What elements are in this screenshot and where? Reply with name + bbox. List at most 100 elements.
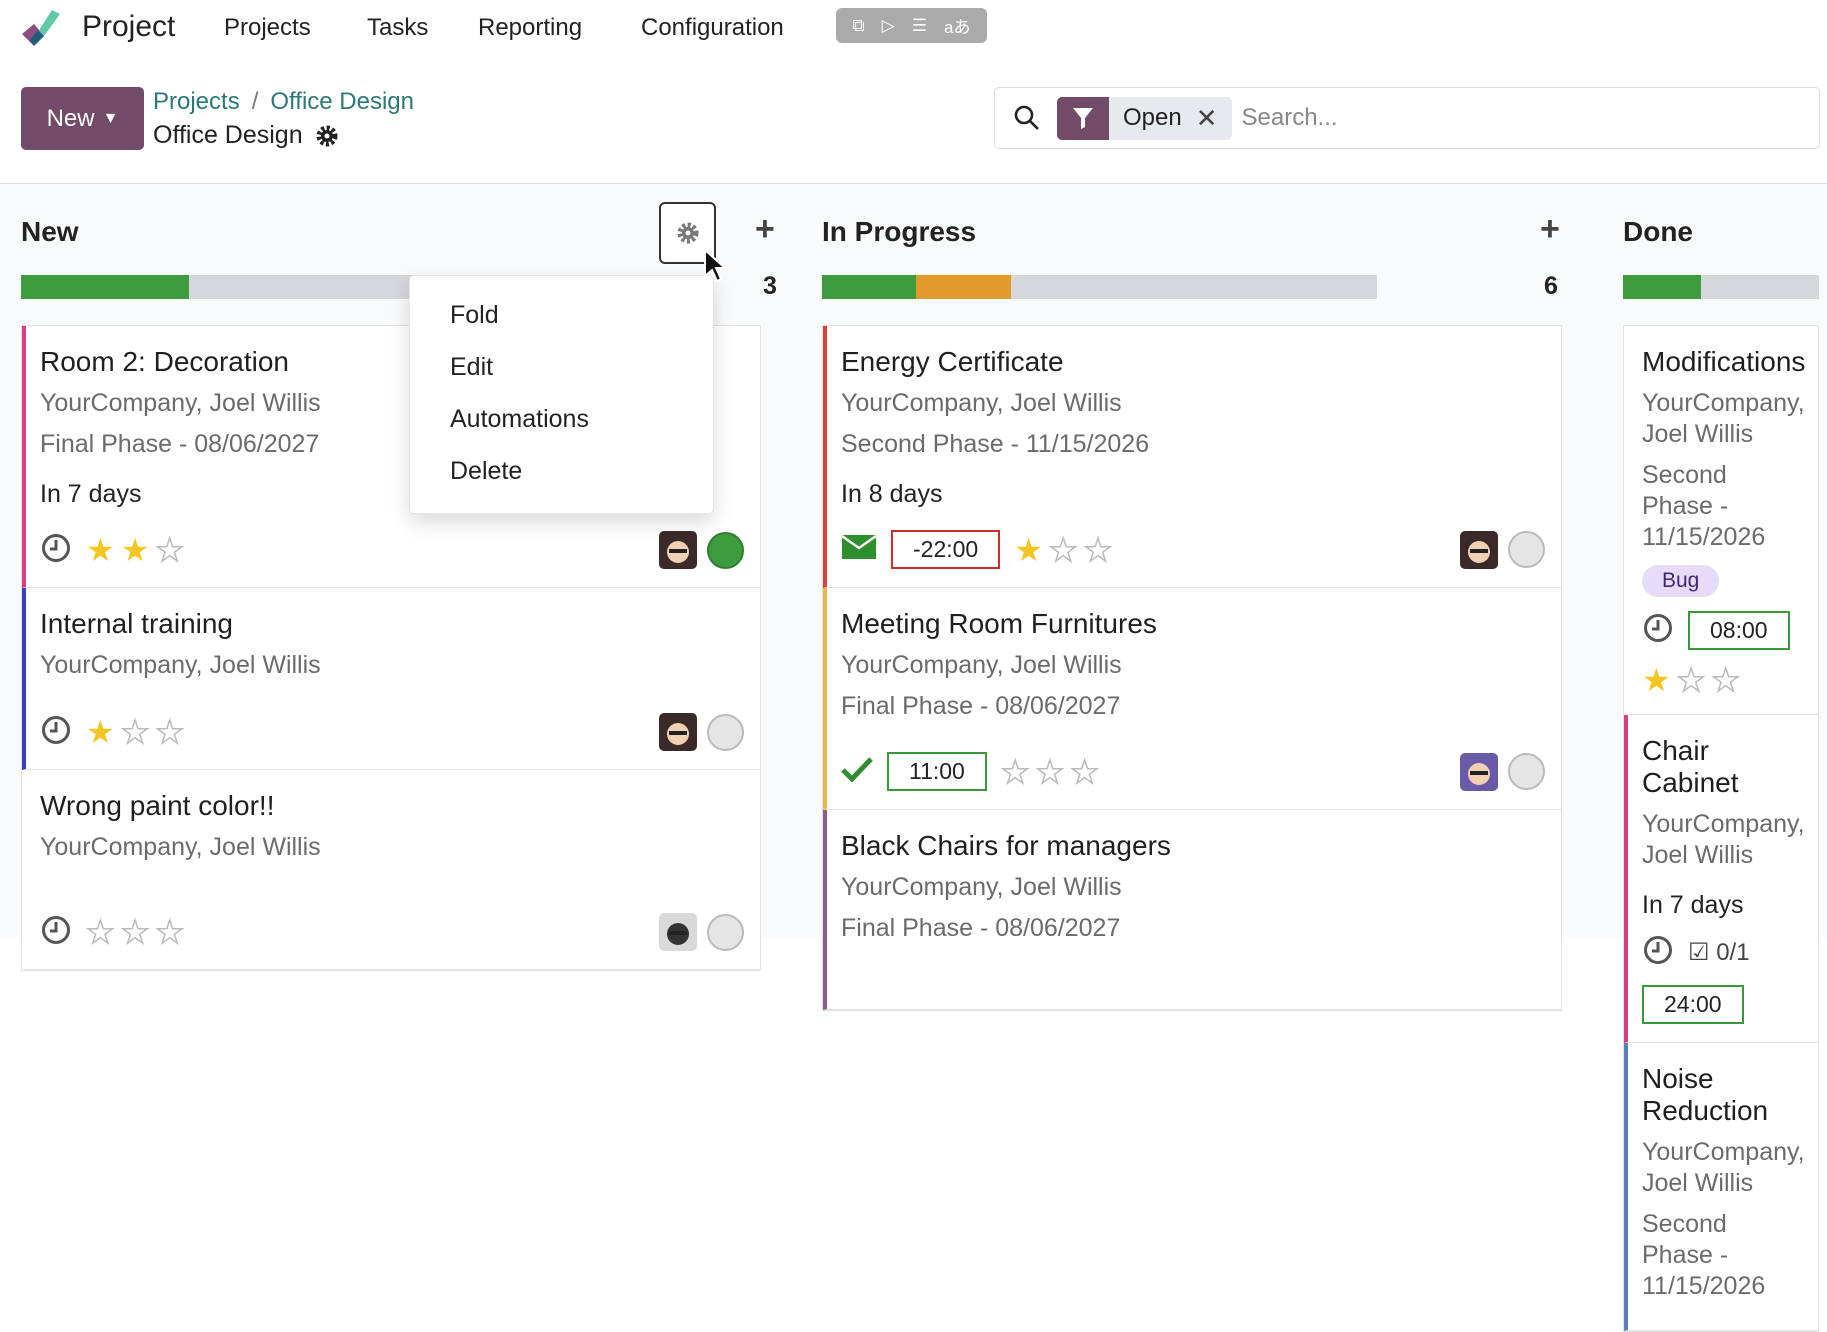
card-subtitle: YourCompany, Joel Willis — [841, 651, 1122, 679]
search-icon[interactable] — [1013, 104, 1041, 132]
nav-projects[interactable]: Projects — [224, 14, 311, 41]
menu-item-automations[interactable]: Automations — [450, 405, 589, 433]
avatar[interactable] — [659, 913, 697, 951]
status-indicator[interactable] — [1508, 531, 1545, 568]
current-view-title: Office Design — [153, 121, 303, 149]
status-indicator[interactable] — [1508, 753, 1545, 790]
task-card[interactable]: Energy Certificate YourCompany, Joel Will… — [823, 326, 1561, 588]
card-footer: 08:00 ★ ★ ★ — [1642, 597, 1802, 698]
avatar[interactable] — [1460, 530, 1498, 569]
clock-icon[interactable] — [40, 914, 72, 951]
search-input[interactable] — [1241, 104, 1702, 132]
clock-icon[interactable] — [1642, 934, 1674, 971]
star-icon[interactable]: ★ — [155, 714, 185, 750]
card-deadline: In 7 days — [40, 480, 142, 508]
card-title: Room 2: Decoration — [40, 346, 290, 377]
card-subtitle: YourCompany, Joel Willis — [841, 873, 1122, 901]
star-icon[interactable]: ★ — [120, 714, 150, 750]
column-title[interactable]: Done — [1623, 216, 1693, 247]
card-subtitle: Final Phase - 08/06/2027 — [841, 692, 1121, 720]
column-title[interactable]: In Progress — [822, 216, 977, 247]
new-button[interactable]: New ▼ — [21, 87, 144, 150]
column-progress-bar[interactable] — [1623, 275, 1819, 299]
task-card[interactable]: Chair Cabinet YourCompany, Joel Willis In … — [1624, 715, 1818, 1043]
card-subtitle: YourCompany, Joel Willis — [841, 389, 1122, 417]
status-indicator[interactable] — [707, 531, 744, 569]
star-icon[interactable]: ★ — [1642, 662, 1671, 698]
nav-reporting[interactable]: Reporting — [478, 14, 583, 41]
add-card-plus-icon[interactable]: + — [755, 210, 775, 248]
project-app-logo[interactable] — [20, 8, 62, 48]
column-progress-bar[interactable] — [822, 275, 1377, 299]
avatar[interactable] — [659, 531, 697, 569]
card-subtitle: Final Phase - 08/06/2027 — [841, 914, 1121, 942]
card-footer: ★ ★ ★ — [40, 517, 744, 569]
star-icon[interactable]: ★ — [1676, 662, 1706, 698]
task-card[interactable]: Meeting Room Furnitures YourCompany, Joel… — [823, 588, 1561, 810]
check-icon[interactable] — [841, 755, 873, 788]
star-icon[interactable]: ★ — [155, 914, 185, 950]
priority-stars: ★ ★ ★ — [86, 714, 185, 750]
star-icon[interactable]: ★ — [1083, 531, 1113, 568]
card-subtitle: YourCompany, Joel Willis — [1642, 810, 1805, 869]
column-title[interactable]: New — [21, 216, 79, 247]
status-indicator[interactable] — [707, 913, 744, 951]
gear-icon[interactable] — [315, 124, 339, 148]
checklist-counter[interactable]: ☑ 0/1 — [1688, 939, 1750, 966]
breadcrumb-projects[interactable]: Projects — [153, 88, 240, 115]
progress-done-segment[interactable] — [822, 275, 917, 299]
add-card-plus-icon[interactable]: + — [1540, 210, 1560, 248]
clock-icon[interactable] — [40, 532, 72, 569]
star-icon[interactable]: ★ — [1048, 531, 1078, 568]
star-icon[interactable]: ★ — [85, 914, 115, 950]
page-title: Office Design — [153, 121, 339, 150]
card-subtitle: Second Phase - 11/15/2026 — [1642, 461, 1766, 551]
star-icon[interactable]: ★ — [1035, 753, 1065, 790]
star-icon[interactable]: ★ — [86, 532, 115, 568]
star-icon[interactable]: ★ — [155, 532, 185, 568]
card-title: Energy Certificate — [841, 346, 1064, 377]
search-bar: Open ✕ — [994, 87, 1820, 149]
star-icon[interactable]: ★ — [120, 914, 150, 950]
video-ai-icon[interactable]: ▷ — [881, 15, 895, 35]
star-icon[interactable]: ★ — [1000, 753, 1030, 790]
star-icon[interactable]: ★ — [1014, 531, 1043, 568]
pip-icon[interactable]: ⧉ — [852, 15, 865, 35]
menu-item-fold[interactable]: Fold — [450, 301, 499, 329]
allocated-time: -22:00 — [891, 530, 1001, 569]
card-assignees — [1460, 530, 1545, 569]
task-card[interactable]: Wrong paint color!! YourCompany, Joel Wil… — [22, 770, 760, 970]
task-card[interactable]: Modifications YourCompany, Joel Willis Sec… — [1624, 326, 1818, 715]
star-icon[interactable]: ★ — [86, 714, 115, 750]
task-card[interactable]: Black Chairs for managers YourCompany, Jo… — [823, 810, 1561, 1010]
nav-tasks[interactable]: Tasks — [367, 14, 429, 41]
priority-stars: ★ ★ ★ — [85, 914, 185, 950]
clock-icon[interactable] — [1642, 612, 1674, 649]
star-icon[interactable]: ★ — [1711, 662, 1741, 698]
task-card[interactable]: Internal training YourCompany, Joel Willi… — [22, 588, 760, 770]
mouse-cursor-icon — [704, 248, 728, 283]
task-card[interactable]: Noise Reduction YourCompany, Joel Willis S… — [1624, 1043, 1818, 1331]
breadcrumb-office-design[interactable]: Office Design — [270, 88, 414, 115]
progress-warning-segment[interactable] — [916, 275, 1011, 299]
avatar[interactable] — [659, 713, 697, 751]
nav-configuration[interactable]: Configuration — [641, 14, 784, 41]
envelope-icon[interactable] — [841, 533, 877, 566]
remove-facet-icon[interactable]: ✕ — [1195, 102, 1218, 133]
status-indicator[interactable] — [707, 713, 744, 751]
progress-done-segment[interactable] — [21, 275, 189, 299]
star-icon[interactable]: ★ — [1069, 753, 1099, 790]
star-icon[interactable]: ★ — [120, 532, 150, 568]
progress-done-segment[interactable] — [1623, 275, 1702, 299]
app-name[interactable]: Project — [82, 10, 176, 43]
notes-icon[interactable]: ☰ — [911, 15, 927, 35]
column-settings-dropdown: Fold Edit Automations Delete — [409, 275, 714, 514]
allocated-time: 24:00 — [1642, 985, 1744, 1024]
translate-icon[interactable]: aあ — [944, 18, 971, 37]
menu-item-edit[interactable]: Edit — [450, 353, 494, 381]
clock-icon[interactable] — [40, 714, 72, 751]
card-footer: ★ ★ ★ — [40, 899, 744, 951]
menu-item-delete[interactable]: Delete — [450, 457, 523, 485]
avatar[interactable] — [1460, 752, 1498, 791]
card-title: Black Chairs for managers — [841, 830, 1171, 861]
